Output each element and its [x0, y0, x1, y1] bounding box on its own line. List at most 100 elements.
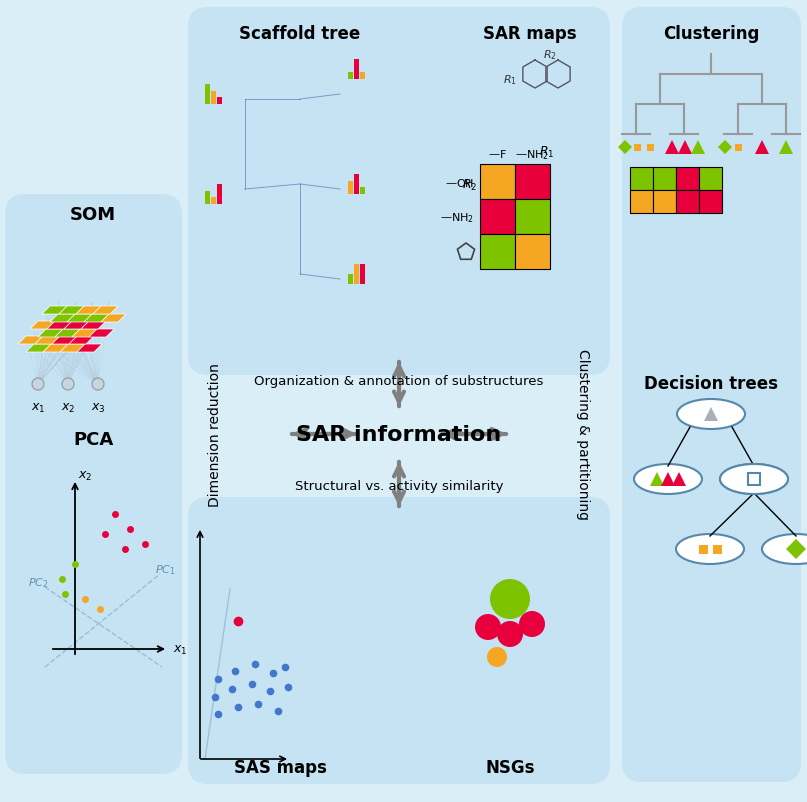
Polygon shape — [84, 314, 109, 322]
Circle shape — [92, 379, 104, 391]
Polygon shape — [60, 345, 85, 353]
Text: Structural vs. activity similarity: Structural vs. activity similarity — [295, 480, 504, 493]
Bar — [211, 91, 216, 105]
Polygon shape — [50, 314, 75, 322]
Polygon shape — [779, 141, 793, 155]
Polygon shape — [678, 141, 692, 155]
Polygon shape — [52, 337, 77, 345]
Bar — [653, 168, 676, 191]
Text: $R_2$: $R_2$ — [543, 48, 557, 62]
Ellipse shape — [677, 399, 745, 429]
Bar — [699, 545, 708, 554]
Bar — [205, 192, 210, 205]
Polygon shape — [72, 330, 97, 338]
Bar — [480, 164, 515, 200]
Bar — [354, 60, 359, 80]
Text: $x_1$: $x_1$ — [31, 402, 45, 415]
Polygon shape — [665, 141, 679, 155]
Bar — [480, 200, 515, 235]
Text: $x_2$: $x_2$ — [78, 469, 92, 482]
Circle shape — [32, 379, 44, 391]
Text: $x_1$: $x_1$ — [173, 642, 187, 656]
Bar — [515, 164, 550, 200]
Bar — [515, 235, 550, 269]
Bar — [699, 191, 722, 214]
Bar — [217, 184, 222, 205]
Circle shape — [490, 579, 530, 619]
Bar — [354, 265, 359, 285]
Text: $—$F: $—$F — [487, 148, 507, 160]
Text: SAR maps: SAR maps — [483, 25, 577, 43]
Bar — [354, 175, 359, 195]
Bar — [713, 545, 722, 554]
Circle shape — [487, 647, 507, 667]
Text: SAR information: SAR information — [296, 424, 502, 444]
Text: SOM: SOM — [70, 206, 116, 224]
Polygon shape — [47, 322, 72, 330]
Bar — [348, 181, 353, 195]
Polygon shape — [35, 337, 60, 345]
Polygon shape — [43, 345, 68, 353]
Text: Clustering: Clustering — [663, 25, 759, 43]
Bar — [360, 265, 365, 285]
Bar — [735, 145, 742, 152]
Bar — [348, 73, 353, 80]
Polygon shape — [81, 322, 106, 330]
Polygon shape — [76, 306, 101, 314]
FancyBboxPatch shape — [188, 497, 610, 784]
Text: $—$OH: $—$OH — [445, 176, 474, 188]
Bar — [480, 235, 515, 269]
Bar — [748, 473, 760, 485]
Circle shape — [519, 611, 545, 638]
Bar — [205, 85, 210, 105]
Bar — [515, 200, 550, 235]
Text: SAS maps: SAS maps — [233, 758, 327, 776]
Text: $PC_2$: $PC_2$ — [27, 575, 48, 589]
Polygon shape — [661, 472, 675, 486]
Polygon shape — [67, 314, 92, 322]
Ellipse shape — [634, 464, 702, 494]
Polygon shape — [38, 330, 63, 338]
Bar — [630, 191, 653, 214]
FancyBboxPatch shape — [5, 195, 182, 774]
Text: Dimension reduction: Dimension reduction — [208, 363, 222, 506]
Polygon shape — [755, 141, 769, 155]
Text: Scaffold tree: Scaffold tree — [240, 25, 361, 43]
Text: $R_1$: $R_1$ — [503, 73, 517, 87]
Text: $R_2$: $R_2$ — [462, 177, 477, 192]
Bar — [699, 168, 722, 191]
Polygon shape — [704, 407, 718, 422]
Ellipse shape — [676, 534, 744, 565]
Ellipse shape — [762, 534, 807, 565]
Text: $x_2$: $x_2$ — [61, 402, 75, 415]
FancyBboxPatch shape — [622, 8, 801, 782]
Polygon shape — [64, 322, 89, 330]
Polygon shape — [650, 472, 664, 486]
Polygon shape — [69, 337, 94, 345]
Bar — [676, 191, 699, 214]
Text: Decision trees: Decision trees — [644, 375, 778, 392]
Ellipse shape — [720, 464, 788, 494]
FancyBboxPatch shape — [188, 8, 610, 375]
Polygon shape — [691, 141, 705, 155]
Polygon shape — [77, 345, 102, 353]
Bar — [211, 198, 216, 205]
Circle shape — [497, 622, 523, 647]
Text: PCA: PCA — [73, 431, 113, 448]
Polygon shape — [93, 306, 118, 314]
Bar — [647, 145, 654, 152]
Text: $x_3$: $x_3$ — [90, 402, 105, 415]
Circle shape — [62, 379, 74, 391]
Text: $R_1$: $R_1$ — [539, 144, 554, 160]
Polygon shape — [18, 337, 43, 345]
Polygon shape — [718, 141, 732, 155]
Polygon shape — [42, 306, 67, 314]
Polygon shape — [55, 330, 80, 338]
Bar — [360, 188, 365, 195]
Bar — [634, 145, 641, 152]
Text: NSGs: NSGs — [485, 758, 535, 776]
Polygon shape — [89, 330, 114, 338]
Polygon shape — [672, 472, 686, 486]
Bar — [653, 191, 676, 214]
Text: $—$NH$_2$: $—$NH$_2$ — [441, 211, 474, 225]
